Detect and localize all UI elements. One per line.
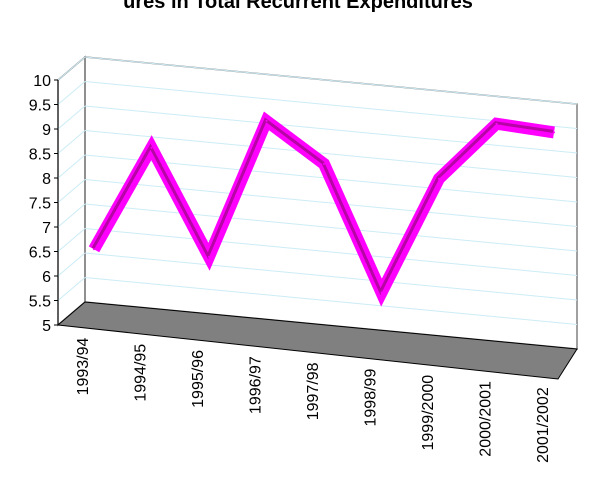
side-gridline [57,81,86,105]
back-gridline [84,203,578,252]
x-tick-label: 1995/96 [190,350,207,408]
side-gridline [57,203,86,228]
data-point [93,248,95,251]
y-tick-label: 6.5 [29,245,51,262]
y-tick-label: 10 [33,73,51,90]
x-tick-label: 2001/2002 [535,387,552,463]
side-gridline [57,277,86,301]
side-gridline [57,228,86,252]
side-gridline [57,252,86,277]
y-tick-label: 5.5 [29,294,51,311]
x-tick-label: 1997/98 [305,362,322,420]
y-tick-label: 7 [42,220,51,237]
x-tick-label: 1998/99 [363,369,380,427]
chart-floor [56,301,578,380]
side-gridline [57,179,86,203]
y-tick-label: 8.5 [29,147,51,164]
back-gridline [84,277,578,325]
y-tick-label: 9.5 [29,98,51,115]
side-gridline [57,154,86,179]
x-tick-label: 2000/2001 [478,381,495,457]
data-point [380,291,383,294]
data-point [323,162,325,165]
back-gridline [84,56,578,105]
series-line-ridge [91,117,554,296]
y-tick-label: 7.5 [29,196,51,213]
y-tick-label: 6 [42,269,51,286]
x-tick-label: 1994/95 [133,344,150,402]
data-point [495,122,498,125]
data-point [438,177,440,180]
y-tick-label: 5 [42,318,51,335]
side-gridline [57,130,86,154]
x-tick-label: 1993/94 [75,337,92,395]
data-point [150,146,153,149]
back-gridline [84,228,578,276]
back-gridline [84,130,578,178]
data-point [553,131,555,134]
x-tick-label: 1996/97 [248,356,265,414]
data-point [208,255,210,258]
side-gridline [57,56,86,81]
data-point [265,119,268,122]
back-gridline [84,105,578,154]
chart-title: ures in Total Recurrent Expenditures [123,0,473,13]
y-tick-label: 8 [42,171,51,188]
x-tick-label: 1999/2000 [420,375,437,451]
y-tick-label: 9 [42,122,51,139]
back-gridline [84,252,578,301]
side-gridline [57,105,86,130]
